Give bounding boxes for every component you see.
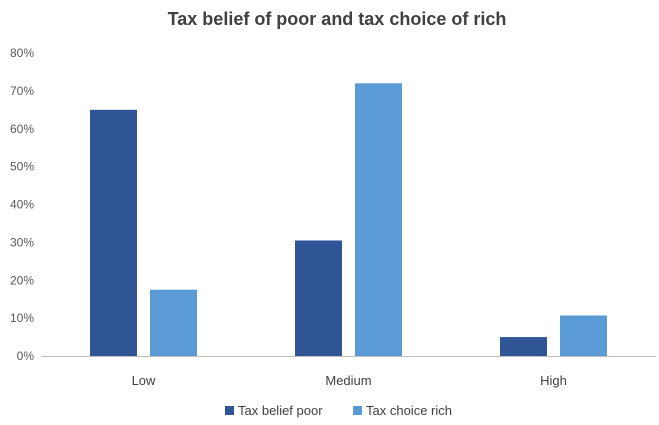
bar-tax-belief-poor-low: [90, 109, 137, 356]
bar-tax-belief-poor-high: [500, 337, 547, 356]
x-category-label: Low: [132, 373, 156, 388]
y-tick-label: 30%: [10, 235, 34, 249]
x-category-label: High: [540, 373, 567, 388]
legend: Tax belief poor Tax choice rich: [225, 403, 452, 418]
y-tick-label: 50%: [10, 160, 34, 174]
legend-label: Tax choice rich: [366, 403, 452, 418]
legend-label: Tax belief poor: [238, 403, 323, 418]
y-tick-label: 10%: [10, 311, 34, 325]
x-category-label: Medium: [325, 373, 371, 388]
legend-swatch: [225, 406, 234, 415]
bar-tax-choice-rich-medium: [355, 83, 402, 357]
chart-title: Tax belief of poor and tax choice of ric…: [168, 9, 507, 29]
category-labels: Low Medium High: [132, 373, 567, 388]
y-tick-label: 70%: [10, 84, 34, 98]
y-tick-label: 0%: [17, 349, 35, 363]
bar-tax-choice-rich-high: [560, 315, 607, 356]
y-tick-label: 60%: [10, 122, 34, 136]
bars-group: [90, 83, 607, 357]
bar-tax-belief-poor-medium: [295, 240, 342, 356]
bar-tax-choice-rich-low: [150, 289, 197, 356]
y-tick-label: 20%: [10, 273, 34, 287]
y-axis-ticks: 0% 10% 20% 30% 40% 50% 60% 70% 80%: [10, 46, 34, 363]
y-tick-label: 40%: [10, 198, 34, 212]
y-tick-label: 80%: [10, 46, 34, 60]
legend-swatch: [353, 406, 362, 415]
